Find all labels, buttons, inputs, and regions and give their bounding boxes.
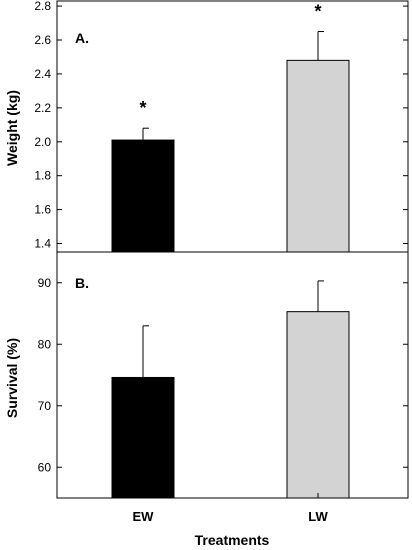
panel-a-label: A.: [75, 30, 89, 46]
panel-a-bar-lw: [286, 59, 350, 253]
panel-a-y-tick-label: 2.6: [34, 33, 51, 47]
panel-a: 1.4 1.6 1.8 2.0 2.2 2.4 2.6 2.8 * *: [34, 0, 408, 253]
x-tick-label-lw: LW: [308, 509, 328, 524]
panel-a-significance-star-ew: *: [139, 98, 146, 118]
panel-a-y-tick-label: 2.2: [34, 101, 51, 115]
panel-a-y-axis-title: Weight (kg): [4, 90, 20, 166]
panel-a-significance-star-lw: *: [314, 2, 321, 22]
panel-b-y-tick-label: 60: [38, 460, 52, 474]
panel-b-bar-ew: [111, 376, 175, 499]
panel-a-y-tick-label: 1.4: [34, 237, 51, 251]
panel-b: 60 70 80 90: [38, 276, 408, 499]
panel-b-y-tick-label: 70: [38, 399, 52, 413]
panel-a-y-tick-label: 2.8: [34, 0, 51, 13]
x-tick-label-ew: EW: [133, 509, 155, 524]
panel-a-y-tick-label: 1.6: [34, 203, 51, 217]
panel-b-frame: [56, 251, 409, 499]
panel-b-y-axis-title: Survival (%): [4, 338, 20, 418]
panel-a-y-tick-label: 2.0: [34, 135, 51, 149]
panel-b-y-tick-label: 80: [38, 337, 52, 351]
panel-a-bar-ew: [111, 139, 175, 253]
x-axis-title: Treatments: [195, 532, 270, 548]
panel-b-bar-lw: [286, 311, 350, 499]
panel-a-y-tick-label: 2.4: [34, 67, 51, 81]
panel-a-y-tick-label: 1.8: [34, 169, 51, 183]
panel-b-label: B.: [75, 275, 89, 291]
panel-a-frame: [56, 0, 409, 253]
panel-b-y-tick-label: 90: [38, 276, 52, 290]
